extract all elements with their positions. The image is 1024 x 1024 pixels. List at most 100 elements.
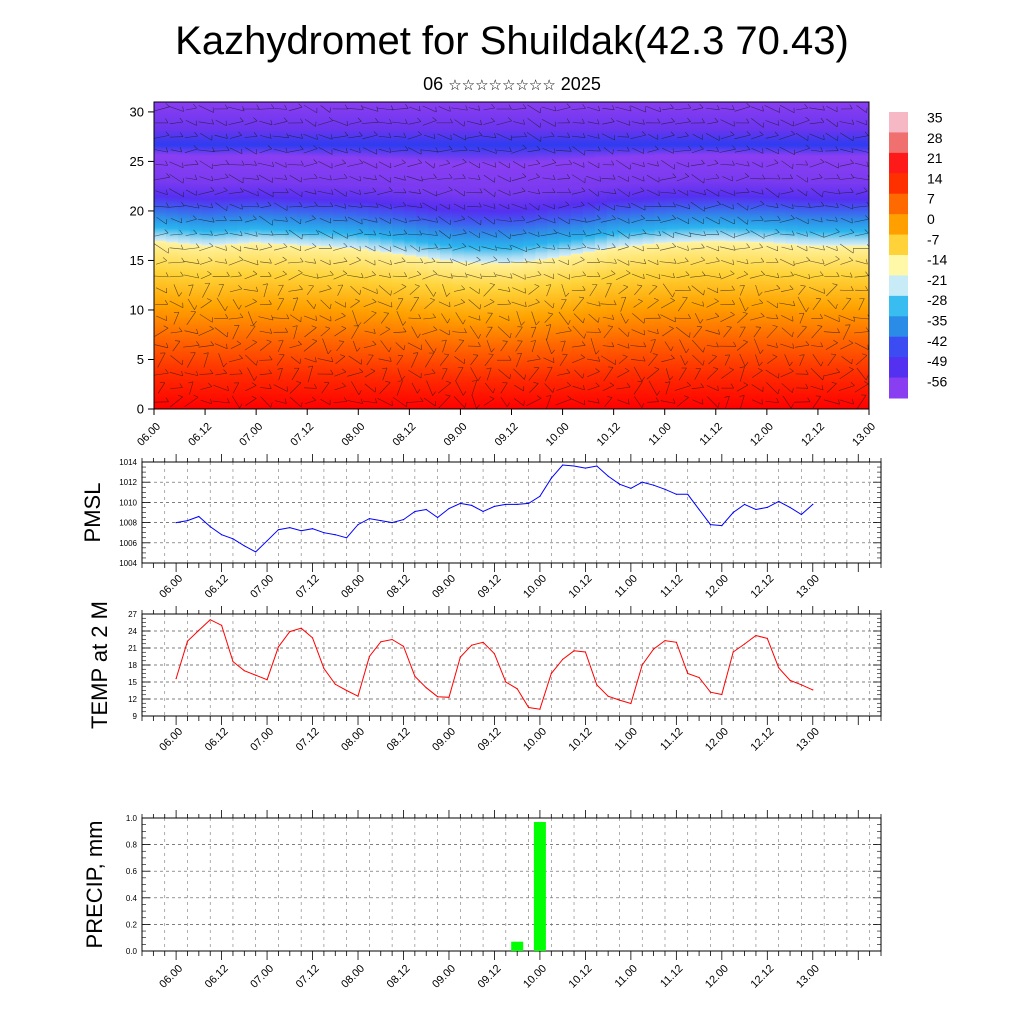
wind-barb — [200, 133, 213, 141]
temp-point — [573, 650, 575, 652]
wind-barb-flag — [493, 256, 498, 261]
wind-barb-flag — [850, 187, 854, 193]
temp-point — [289, 631, 291, 633]
wind-barb — [826, 118, 838, 128]
pmsl-ytick-label: 1014 — [119, 458, 137, 467]
pmsl-point — [380, 520, 382, 522]
wind-barb — [571, 246, 586, 251]
heatmap-column — [773, 102, 787, 409]
wind-barb-flag — [566, 382, 571, 386]
wind-barb — [781, 383, 793, 393]
wind-barb — [719, 246, 736, 251]
temp-point — [198, 629, 200, 632]
colorbar-label: -49 — [927, 353, 947, 369]
wind-barb-flag — [739, 285, 745, 287]
wind-barb — [542, 204, 555, 210]
wind-barb-flag — [493, 219, 495, 225]
wind-barb — [335, 356, 346, 365]
wind-barb-flag — [670, 297, 675, 301]
wind-barb-flag — [359, 147, 361, 153]
wind-barb-flag — [278, 340, 284, 342]
wind-barb — [854, 232, 869, 237]
wind-barb-flag — [688, 203, 691, 209]
wind-barb — [542, 217, 556, 224]
wind-barb-flag — [462, 229, 467, 234]
wind-barb — [680, 355, 686, 366]
wind-barb-flag — [790, 214, 795, 219]
wind-barb — [725, 396, 730, 408]
wind-barb — [334, 371, 347, 377]
wind-barb — [842, 324, 851, 340]
wind-barb — [516, 353, 522, 368]
wind-barb — [350, 285, 360, 295]
wind-barb — [631, 175, 645, 182]
wind-barb — [422, 189, 437, 197]
wind-barb-flag — [179, 383, 183, 388]
wind-barb — [481, 246, 497, 251]
wind-barb-flag — [507, 257, 511, 263]
wind-barb-flag — [581, 118, 585, 124]
wind-barb — [616, 159, 631, 170]
wind-barb — [526, 398, 542, 406]
wind-barb — [678, 367, 687, 381]
heatmap-ytick-label: 15 — [130, 253, 144, 268]
wind-barb — [288, 135, 303, 139]
wind-barb-flag — [673, 398, 676, 404]
wind-barb-flag — [330, 202, 334, 207]
wind-barb — [183, 345, 200, 348]
temp-ytick-label: 9 — [133, 712, 138, 721]
wind-barb-flag — [865, 259, 868, 265]
temp-point — [732, 651, 734, 653]
wind-barb-flag — [805, 341, 810, 346]
pmsl-xtick-label: 09.00 — [430, 573, 458, 601]
wind-barb-flag — [733, 245, 736, 251]
wind-barb-flag — [372, 187, 377, 192]
wind-barb — [245, 164, 257, 166]
wind-barb — [361, 106, 379, 112]
wind-barb-flag — [732, 105, 735, 110]
wind-barb-flag — [758, 361, 763, 366]
wind-barb — [604, 283, 612, 298]
wind-barb — [274, 148, 288, 153]
wind-barb-flag — [714, 159, 719, 164]
wind-barb-flag — [255, 231, 258, 237]
wind-barb — [586, 358, 600, 362]
wind-barb-flag — [714, 298, 719, 302]
wind-barb — [645, 273, 661, 280]
wind-barb — [411, 352, 419, 368]
wind-barb — [377, 190, 393, 195]
wind-barb-flag — [286, 314, 290, 320]
temp-point — [789, 679, 791, 681]
wind-barb — [739, 326, 746, 338]
wind-barb-flag — [597, 146, 601, 152]
wind-barb — [527, 358, 541, 362]
wind-barb — [799, 354, 805, 366]
precip-frame — [141, 817, 882, 952]
wind-barb — [809, 161, 825, 168]
wind-barb — [753, 327, 762, 338]
wind-barb — [334, 301, 346, 308]
pmsl-ytick-label: 1012 — [119, 478, 137, 487]
wind-barb-flag — [238, 285, 243, 290]
wind-barb — [823, 191, 841, 195]
wind-barb-flag — [672, 148, 674, 154]
heatmap-column — [833, 102, 846, 409]
pmsl-point — [687, 493, 689, 495]
wind-barb — [396, 355, 404, 365]
wind-barb — [292, 297, 299, 311]
wind-barb — [706, 345, 719, 348]
heatmap-column — [273, 102, 286, 409]
pmsl-point — [186, 520, 189, 522]
wind-barb — [212, 275, 230, 277]
pmsl-point — [789, 506, 791, 508]
wind-barb — [303, 162, 318, 167]
wind-barb-flag — [434, 243, 438, 248]
wind-barb — [766, 245, 778, 252]
wind-barb-flag — [524, 258, 528, 264]
wind-barb-flag — [433, 133, 436, 139]
wind-barb-flag — [820, 117, 825, 123]
wind-barb-flag — [477, 376, 481, 382]
wind-barb — [244, 341, 258, 351]
wind-barb — [245, 147, 257, 155]
wind-barb — [170, 387, 183, 389]
